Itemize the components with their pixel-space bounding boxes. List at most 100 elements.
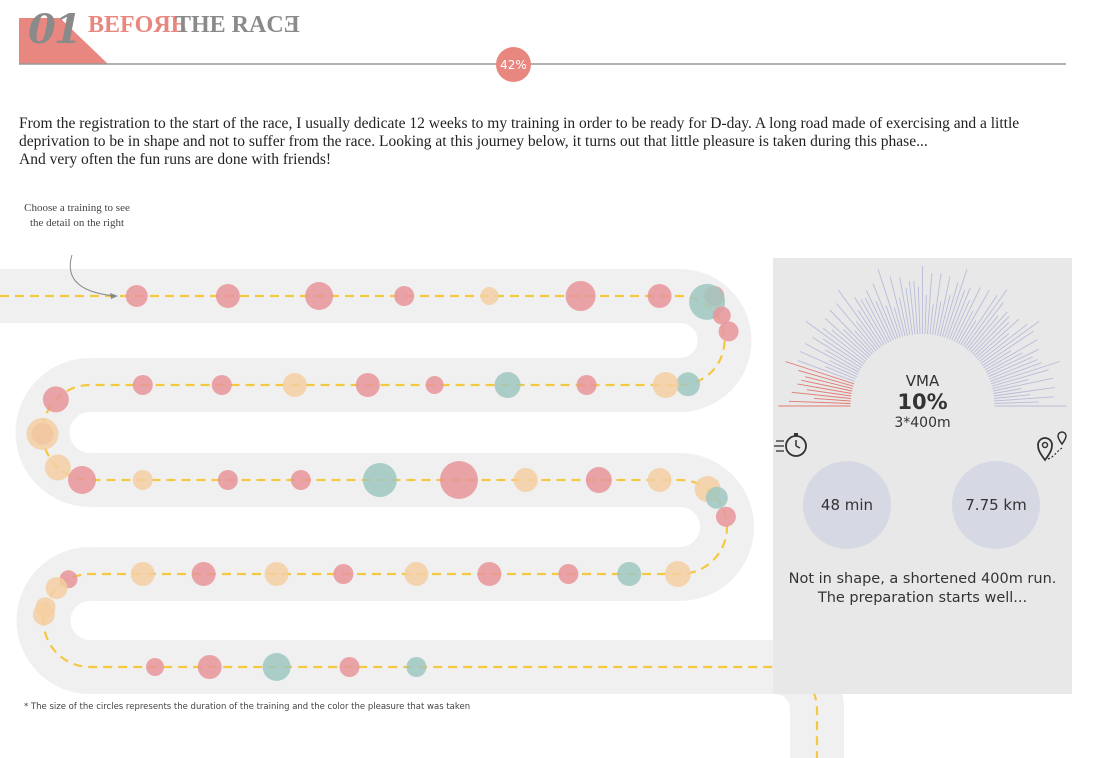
gauge-tick xyxy=(829,309,873,355)
gauge-tick xyxy=(805,321,865,365)
training-circle[interactable] xyxy=(197,655,222,679)
training-circle[interactable] xyxy=(130,562,155,586)
training-circle[interactable] xyxy=(425,376,444,394)
training-circle[interactable] xyxy=(211,375,232,395)
hint-arrow xyxy=(69,254,116,297)
gauge-tick xyxy=(978,323,1028,363)
training-circle[interactable] xyxy=(191,562,216,586)
gauge-tick xyxy=(990,361,1060,385)
training-circle[interactable] xyxy=(215,284,240,308)
gauge-tick xyxy=(917,286,921,335)
training-circle[interactable] xyxy=(676,372,700,397)
training-circle[interactable] xyxy=(125,285,148,307)
gauge-tick xyxy=(885,305,899,339)
training-circle[interactable] xyxy=(715,506,736,527)
training-comment: Not in shape, a shortened 400m run. The … xyxy=(773,570,1072,608)
training-circle[interactable] xyxy=(355,373,380,397)
training-circle[interactable] xyxy=(217,470,238,490)
gauge-tick xyxy=(822,327,867,363)
training-circle[interactable] xyxy=(32,603,55,626)
training-circle[interactable] xyxy=(305,282,334,310)
gauge-tick xyxy=(975,318,1020,359)
gauge-tick xyxy=(924,294,927,335)
training-circle[interactable] xyxy=(558,564,579,584)
gauge-tick xyxy=(981,330,1034,367)
gauge-tick xyxy=(797,360,855,382)
gauge-tick xyxy=(822,338,864,367)
training-circle[interactable] xyxy=(585,467,612,493)
gauge-tick xyxy=(854,330,875,353)
training-circle[interactable] xyxy=(339,657,360,677)
training-circle[interactable] xyxy=(394,286,415,306)
gauge-tick xyxy=(788,400,851,404)
training-circle[interactable] xyxy=(617,562,642,586)
gauge-tick xyxy=(927,273,933,335)
training-circle[interactable] xyxy=(26,417,59,450)
gauge-tick xyxy=(994,396,1054,402)
training-circle[interactable] xyxy=(42,386,69,413)
gauge-tick xyxy=(972,316,1010,355)
training-circle[interactable] xyxy=(494,372,521,398)
gauge-tick xyxy=(812,336,862,369)
training-circle[interactable] xyxy=(440,461,478,499)
training-circle[interactable] xyxy=(333,564,354,584)
training-circle[interactable] xyxy=(477,562,502,586)
training-circle[interactable] xyxy=(264,562,289,586)
training-circle[interactable] xyxy=(362,463,397,497)
gauge-tick xyxy=(994,401,1039,404)
gauge-tick xyxy=(988,356,1033,378)
gauge-tick xyxy=(860,299,887,344)
gauge-tick xyxy=(791,391,851,399)
gauge-tick xyxy=(955,310,974,343)
gauge-tick xyxy=(831,329,868,361)
gauge-tick xyxy=(994,394,1031,399)
training-circle[interactable] xyxy=(565,281,596,311)
gauge-tick xyxy=(908,280,916,335)
gauge-tick xyxy=(968,315,999,352)
training-circle[interactable] xyxy=(282,373,307,397)
training-circle[interactable] xyxy=(647,284,672,308)
gauge-tick xyxy=(829,360,858,375)
gauge-tick xyxy=(964,289,1008,349)
road xyxy=(0,269,844,758)
gauge-tick xyxy=(837,289,881,349)
comment-line-1: Not in shape, a shortened 400m run. xyxy=(788,571,1057,587)
hint-arrowhead xyxy=(110,293,118,299)
gauge-tick xyxy=(804,343,860,373)
gauge-tick xyxy=(946,290,966,339)
comment-line-2: The preparation starts well... xyxy=(817,590,1028,606)
training-circle[interactable] xyxy=(132,470,153,490)
training-circle[interactable] xyxy=(290,470,311,490)
intro-line-2: And very often the fun runs are done wit… xyxy=(19,151,332,168)
training-circle[interactable] xyxy=(132,375,153,395)
training-circle[interactable] xyxy=(404,562,429,586)
gauge-tick xyxy=(905,288,913,335)
training-circle[interactable] xyxy=(712,306,731,325)
gauge-tick xyxy=(985,352,1023,373)
gauge-tick xyxy=(944,268,968,338)
training-circle[interactable] xyxy=(664,561,691,587)
training-circle[interactable] xyxy=(718,321,739,342)
training-circle[interactable] xyxy=(406,657,427,677)
gauge-tick xyxy=(877,268,901,338)
training-circle[interactable] xyxy=(44,454,71,481)
training-circle[interactable] xyxy=(513,468,538,492)
gauge-tick xyxy=(804,376,853,390)
gauge-tick xyxy=(843,329,872,357)
training-circle[interactable] xyxy=(652,372,679,398)
training-circle[interactable] xyxy=(576,375,597,395)
gauge-tick xyxy=(983,350,1012,369)
gauge-tick xyxy=(825,349,861,371)
training-circle[interactable] xyxy=(480,287,499,305)
training-circle[interactable] xyxy=(647,468,672,492)
training-circle[interactable] xyxy=(262,653,291,681)
gauge-tick xyxy=(799,351,857,378)
training-circle[interactable] xyxy=(45,577,68,600)
gauge-tick xyxy=(872,283,896,340)
training-circle[interactable] xyxy=(705,486,728,509)
gauge-tick xyxy=(960,320,977,346)
gauge-tick xyxy=(993,388,1022,394)
training-circle[interactable] xyxy=(146,658,164,676)
training-circle[interactable] xyxy=(68,466,96,494)
